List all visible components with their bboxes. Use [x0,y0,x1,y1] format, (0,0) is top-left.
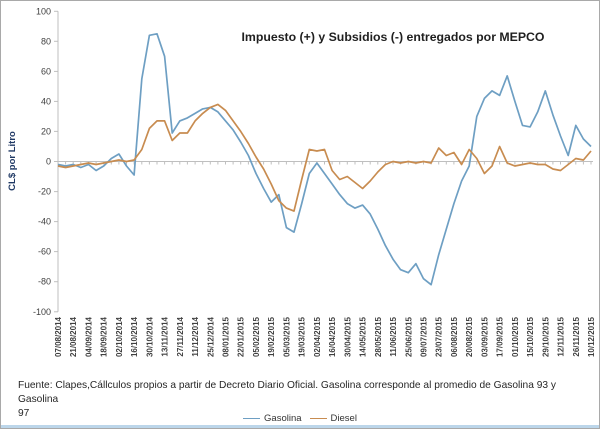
legend-item-diesel: Diesel [309,412,357,424]
svg-text:20/08/2015: 20/08/2015 [465,316,474,357]
series-line-gasolina [57,32,592,286]
svg-text:28/05/2015: 28/05/2015 [374,316,383,357]
svg-text:30/04/2015: 30/04/2015 [343,316,352,357]
svg-text:-100: -100 [33,307,51,317]
svg-text:11/06/2015: 11/06/2015 [389,316,398,356]
svg-text:12/11/2015: 12/11/2015 [557,316,566,356]
svg-text:-40: -40 [38,217,51,227]
x-axis-tick-labels: 07/08/2014 21/08/2014 04/09/2014 18/09/2014… [54,316,596,357]
series-line-diesel [57,103,592,212]
svg-text:60: 60 [41,66,51,76]
svg-text:01/10/2015: 01/10/2015 [511,316,520,357]
svg-text:23/07/2015: 23/07/2015 [435,316,444,357]
legend: Gasolina Diesel [1,410,599,426]
svg-text:-60: -60 [38,247,51,257]
svg-text:0: 0 [46,157,51,167]
svg-text:40: 40 [41,96,51,106]
svg-text:16/10/2014: 16/10/2014 [130,316,139,357]
svg-text:25/06/2015: 25/06/2015 [404,316,413,357]
svg-text:21/08/2014: 21/08/2014 [69,316,78,357]
legend-line-gasolina [243,417,261,419]
svg-text:-20: -20 [38,187,51,197]
svg-text:19/03/2015: 19/03/2015 [298,316,307,357]
footnote-line1: Fuente: Clapes,Cállculos propios a parti… [18,380,556,405]
legend-item-gasolina: Gasolina [243,413,302,424]
svg-text:10/12/2015: 10/12/2015 [587,316,596,357]
svg-text:29/10/2015: 29/10/2015 [541,316,550,357]
svg-text:02/10/2014: 02/10/2014 [115,316,124,357]
svg-text:19/02/2015: 19/02/2015 [267,316,276,357]
svg-text:18/09/2014: 18/09/2014 [100,316,109,357]
svg-text:16/04/2015: 16/04/2015 [328,316,337,357]
axes: -100 -80 -60 -40 -20 0 20 40 60 80 100 [33,6,593,317]
y-axis-title: CL$ por Litro [7,131,18,191]
source-footnote: Fuente: Clapes,Cállculos propios a parti… [18,379,590,421]
chart-title: Impuesto (+) y Subsidios (-) entregados … [241,30,544,44]
legend-label-diesel: Diesel [330,412,357,424]
svg-text:06/08/2015: 06/08/2015 [450,316,459,357]
svg-text:20: 20 [41,126,51,136]
footnote-line2: 97 [18,408,30,419]
legend-label-gasolina: Gasolina [264,412,302,424]
svg-text:04/09/2014: 04/09/2014 [85,316,94,357]
svg-text:05/02/2015: 05/02/2015 [252,316,261,357]
svg-text:11/12/2014: 11/12/2014 [191,316,200,356]
svg-text:03/09/2015: 03/09/2015 [480,316,489,357]
svg-text:25/12/2014: 25/12/2014 [206,316,215,357]
svg-text:13/11/2014: 13/11/2014 [161,316,170,356]
svg-text:-80: -80 [38,277,51,287]
svg-text:80: 80 [41,36,51,46]
svg-text:02/04/2015: 02/04/2015 [313,316,322,357]
svg-text:17/09/2015: 17/09/2015 [496,316,505,357]
svg-text:26/11/2015: 26/11/2015 [572,316,581,356]
svg-text:100: 100 [36,6,51,16]
svg-text:22/01/2015: 22/01/2015 [237,316,246,357]
svg-text:27/11/2014: 27/11/2014 [176,316,185,356]
svg-text:30/10/2014: 30/10/2014 [145,316,154,357]
svg-text:14/05/2015: 14/05/2015 [359,316,368,357]
svg-text:15/10/2015: 15/10/2015 [526,316,535,357]
svg-text:09/07/2015: 09/07/2015 [420,316,429,357]
svg-text:05/03/2015: 05/03/2015 [282,316,291,357]
legend-line-diesel [309,417,327,419]
svg-text:07/08/2014: 07/08/2014 [54,316,63,357]
plot-area [57,32,592,286]
window-bottom-edge [1,425,599,428]
svg-text:08/01/2015: 08/01/2015 [222,316,231,357]
